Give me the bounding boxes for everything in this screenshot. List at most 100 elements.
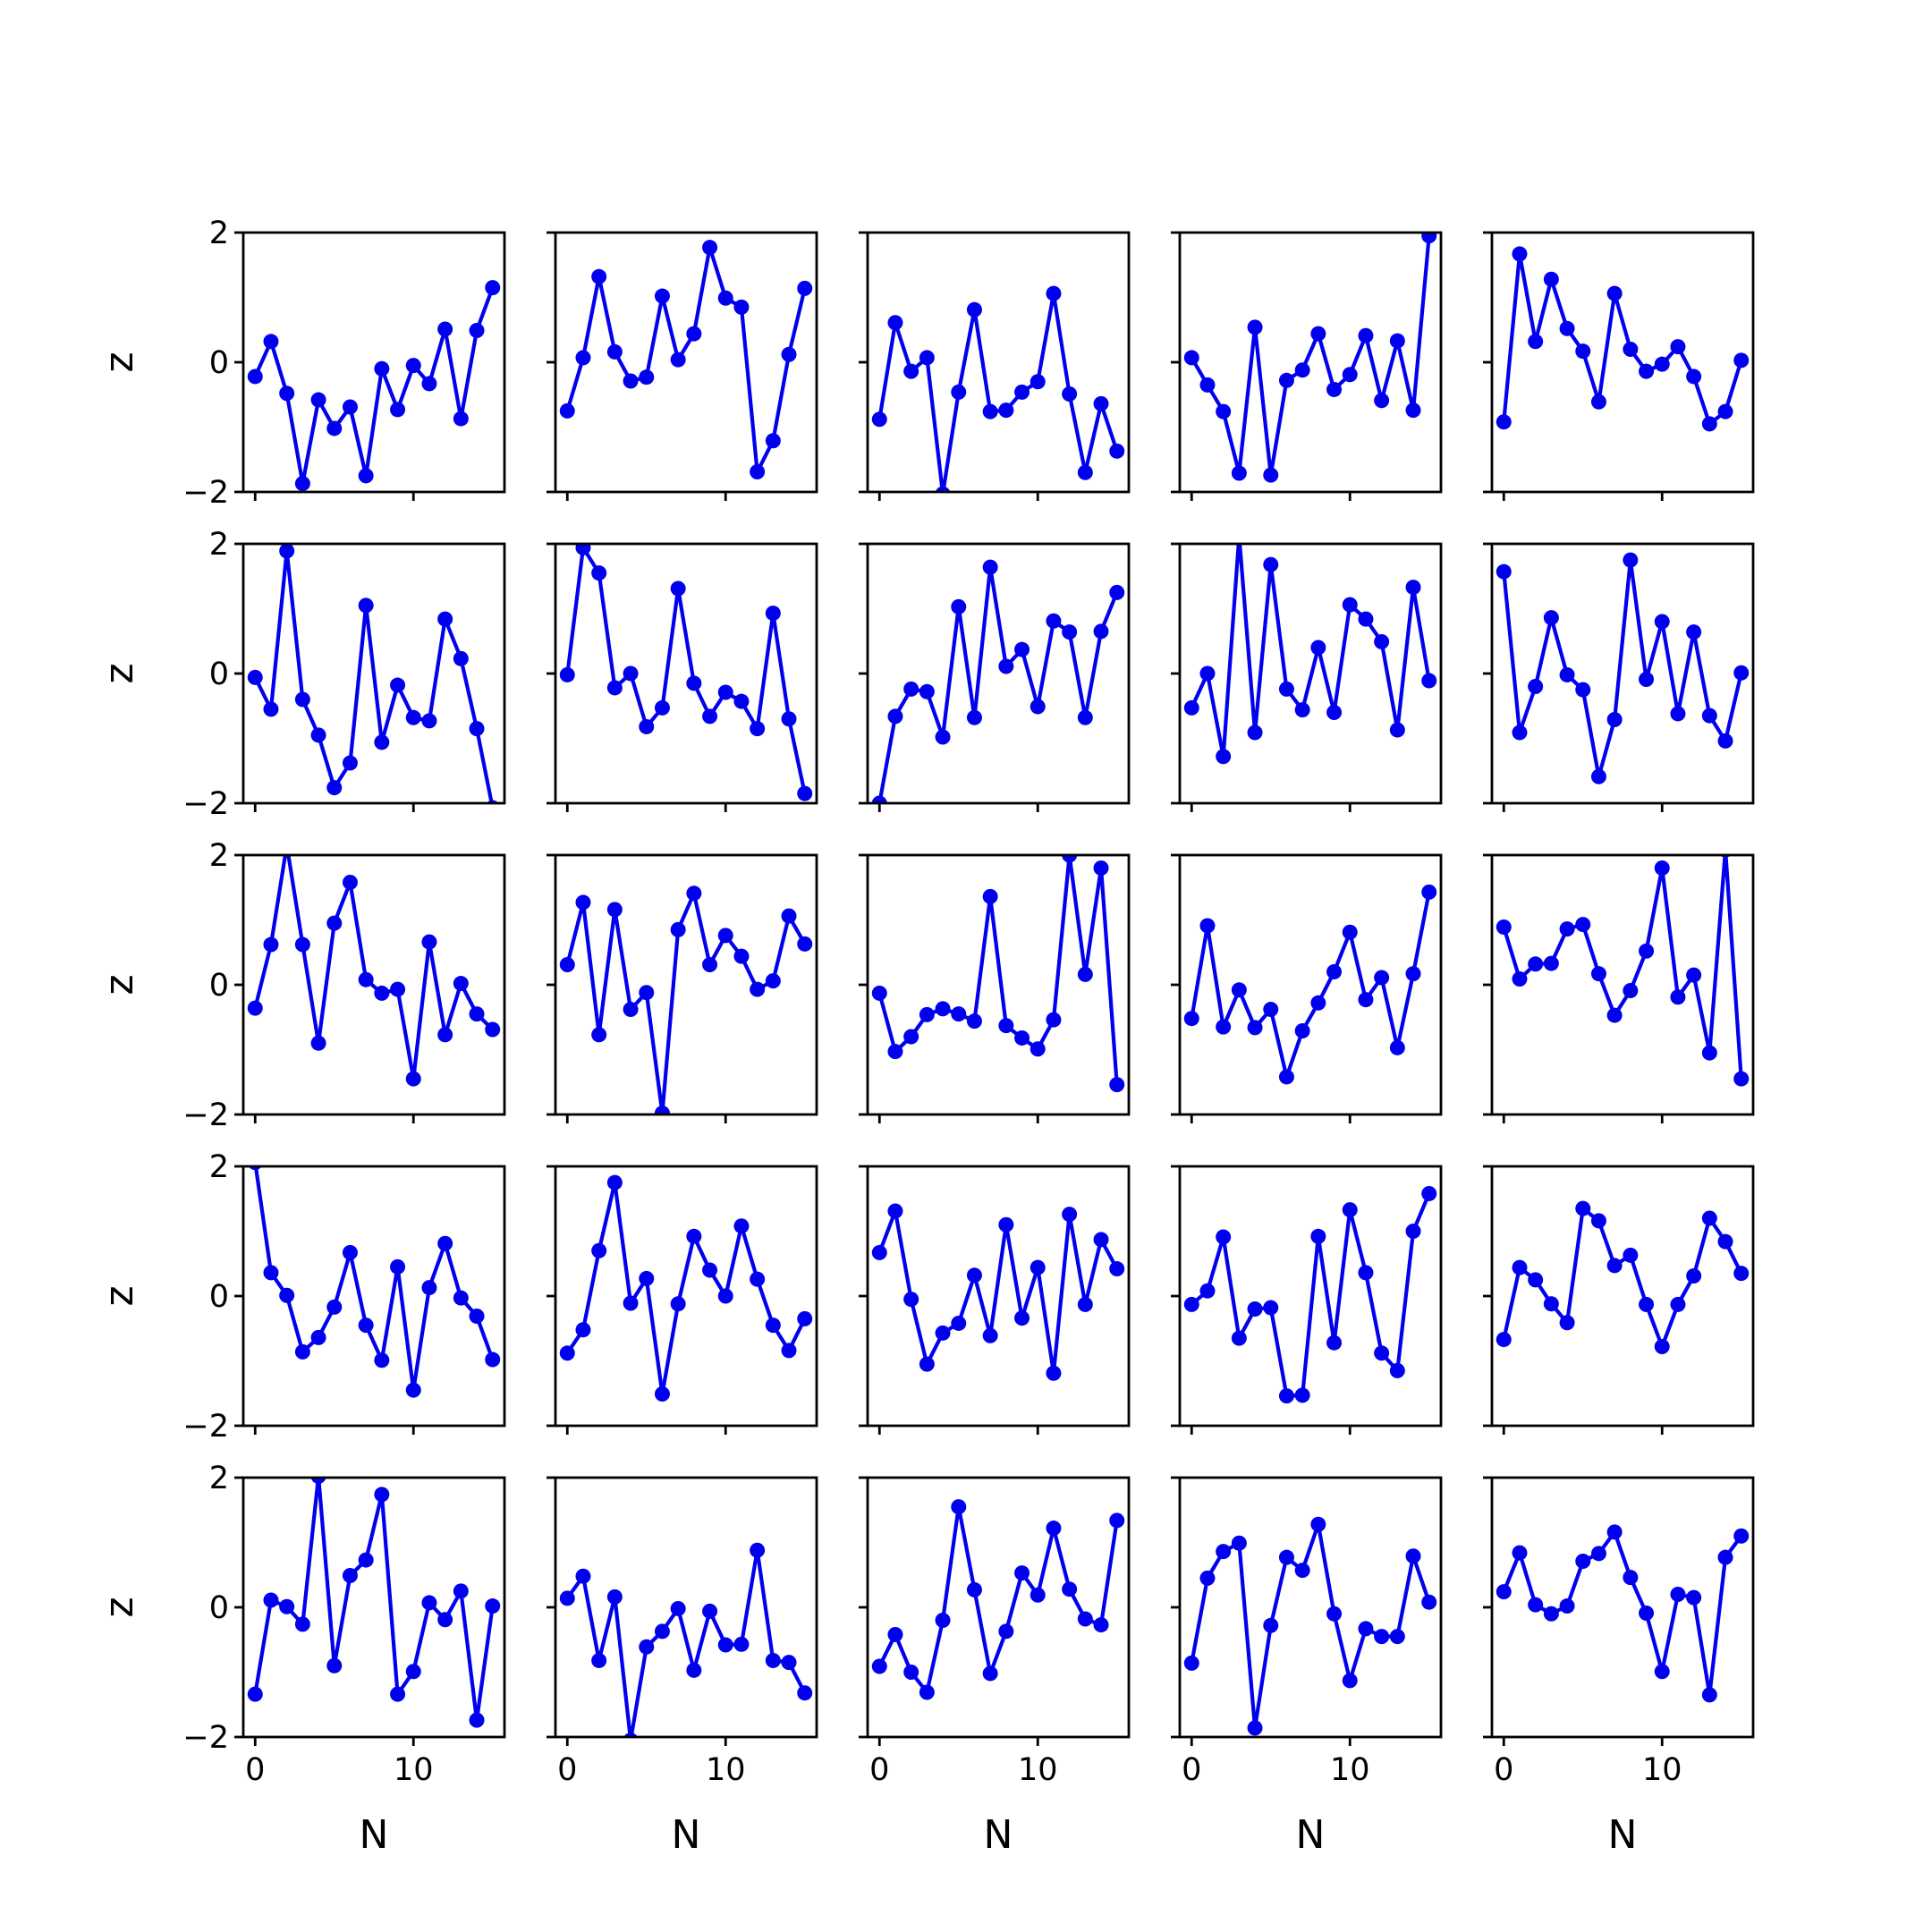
y-tick-label: −2 bbox=[182, 475, 229, 511]
data-point bbox=[1686, 1268, 1702, 1284]
data-point bbox=[654, 1106, 670, 1114]
data-point bbox=[919, 1006, 935, 1022]
data-point bbox=[421, 934, 437, 950]
data-point bbox=[469, 1308, 485, 1324]
data-point bbox=[887, 1044, 903, 1060]
data-point bbox=[1421, 1594, 1437, 1610]
data-point bbox=[1109, 1261, 1125, 1277]
axes-frame bbox=[1490, 1165, 1755, 1428]
series-group bbox=[1496, 552, 1750, 784]
series-line bbox=[877, 564, 1119, 803]
subplot-r3-c5 bbox=[1483, 853, 1755, 1123]
data-point bbox=[1030, 374, 1046, 390]
data-point bbox=[1310, 1228, 1326, 1244]
data-point bbox=[935, 1001, 951, 1017]
data-point bbox=[702, 1262, 718, 1278]
data-point bbox=[1263, 556, 1279, 572]
y-tick-label: 0 bbox=[209, 1590, 229, 1626]
y-tick-label: 2 bbox=[209, 216, 229, 251]
subplot-r5-c3: 0 10N bbox=[859, 1476, 1131, 1858]
data-point bbox=[750, 981, 766, 997]
data-point bbox=[966, 1267, 982, 1284]
series-line bbox=[253, 548, 494, 803]
x-tick-label: 0 bbox=[869, 1752, 889, 1788]
data-point bbox=[1216, 403, 1232, 419]
y-tick-label: 0 bbox=[209, 968, 229, 1004]
data-point bbox=[1199, 1283, 1216, 1299]
data-point bbox=[358, 971, 374, 987]
data-point bbox=[1559, 921, 1575, 937]
x-tick-label: 0 bbox=[557, 1752, 577, 1788]
x-axis-label: N bbox=[1296, 1812, 1326, 1858]
data-point bbox=[1590, 394, 1606, 410]
series-group bbox=[871, 855, 1125, 1093]
data-point bbox=[871, 1244, 887, 1260]
data-point bbox=[1575, 917, 1591, 933]
data-point bbox=[606, 680, 623, 696]
data-point bbox=[591, 565, 607, 581]
data-point bbox=[606, 1589, 623, 1605]
data-point bbox=[1717, 1233, 1733, 1250]
data-point bbox=[1606, 1007, 1623, 1023]
data-point bbox=[1342, 367, 1358, 383]
data-point bbox=[1294, 1563, 1310, 1579]
series-group bbox=[1183, 1185, 1437, 1404]
data-point bbox=[1014, 1030, 1030, 1046]
data-point bbox=[1733, 665, 1750, 681]
data-point bbox=[1528, 956, 1544, 972]
data-point bbox=[1670, 706, 1686, 722]
data-point bbox=[639, 369, 655, 386]
data-point bbox=[1093, 860, 1109, 876]
data-point bbox=[263, 701, 279, 717]
axes-frame bbox=[554, 1165, 818, 1428]
data-point bbox=[765, 606, 781, 622]
data-point bbox=[342, 874, 358, 890]
data-point bbox=[263, 936, 279, 953]
data-point bbox=[919, 350, 935, 366]
data-point bbox=[903, 363, 919, 379]
data-point bbox=[1374, 1345, 1390, 1361]
data-point bbox=[733, 948, 750, 964]
series-group bbox=[559, 240, 813, 480]
data-point bbox=[374, 360, 390, 377]
data-point bbox=[1077, 966, 1093, 982]
data-point bbox=[951, 1499, 967, 1515]
data-point bbox=[606, 343, 623, 360]
data-point bbox=[248, 1166, 262, 1171]
data-point bbox=[1623, 1570, 1639, 1586]
data-point bbox=[1199, 1570, 1216, 1586]
data-point bbox=[935, 486, 951, 492]
data-point bbox=[1216, 1229, 1232, 1245]
data-point bbox=[1030, 1041, 1046, 1057]
data-point bbox=[935, 1325, 951, 1341]
data-point bbox=[654, 1623, 670, 1640]
data-point bbox=[1247, 319, 1263, 335]
data-point bbox=[1358, 611, 1374, 627]
series-group bbox=[247, 280, 501, 492]
x-tick-label: 0 bbox=[1182, 1752, 1201, 1788]
data-point bbox=[1389, 1039, 1405, 1055]
data-point bbox=[1405, 1548, 1421, 1564]
axes-frame bbox=[554, 542, 818, 805]
series-line bbox=[1190, 544, 1431, 758]
data-point bbox=[982, 1327, 998, 1343]
data-point bbox=[559, 402, 575, 419]
data-point bbox=[1278, 1549, 1294, 1565]
data-point bbox=[1528, 1597, 1544, 1613]
data-point bbox=[966, 709, 982, 725]
data-point bbox=[390, 677, 406, 693]
series-line bbox=[253, 1166, 495, 1393]
data-point bbox=[1358, 327, 1374, 343]
series-group bbox=[247, 855, 501, 1087]
data-point bbox=[453, 1290, 469, 1306]
data-point bbox=[623, 373, 639, 389]
data-point bbox=[1543, 1606, 1559, 1622]
data-point bbox=[1543, 955, 1559, 971]
data-point bbox=[1326, 1606, 1343, 1622]
series-line bbox=[877, 1504, 1119, 1695]
data-point bbox=[750, 1271, 766, 1287]
data-point bbox=[951, 1006, 967, 1022]
data-point bbox=[358, 597, 374, 614]
data-point bbox=[670, 580, 686, 597]
x-tick-label: 0 bbox=[245, 1752, 265, 1788]
